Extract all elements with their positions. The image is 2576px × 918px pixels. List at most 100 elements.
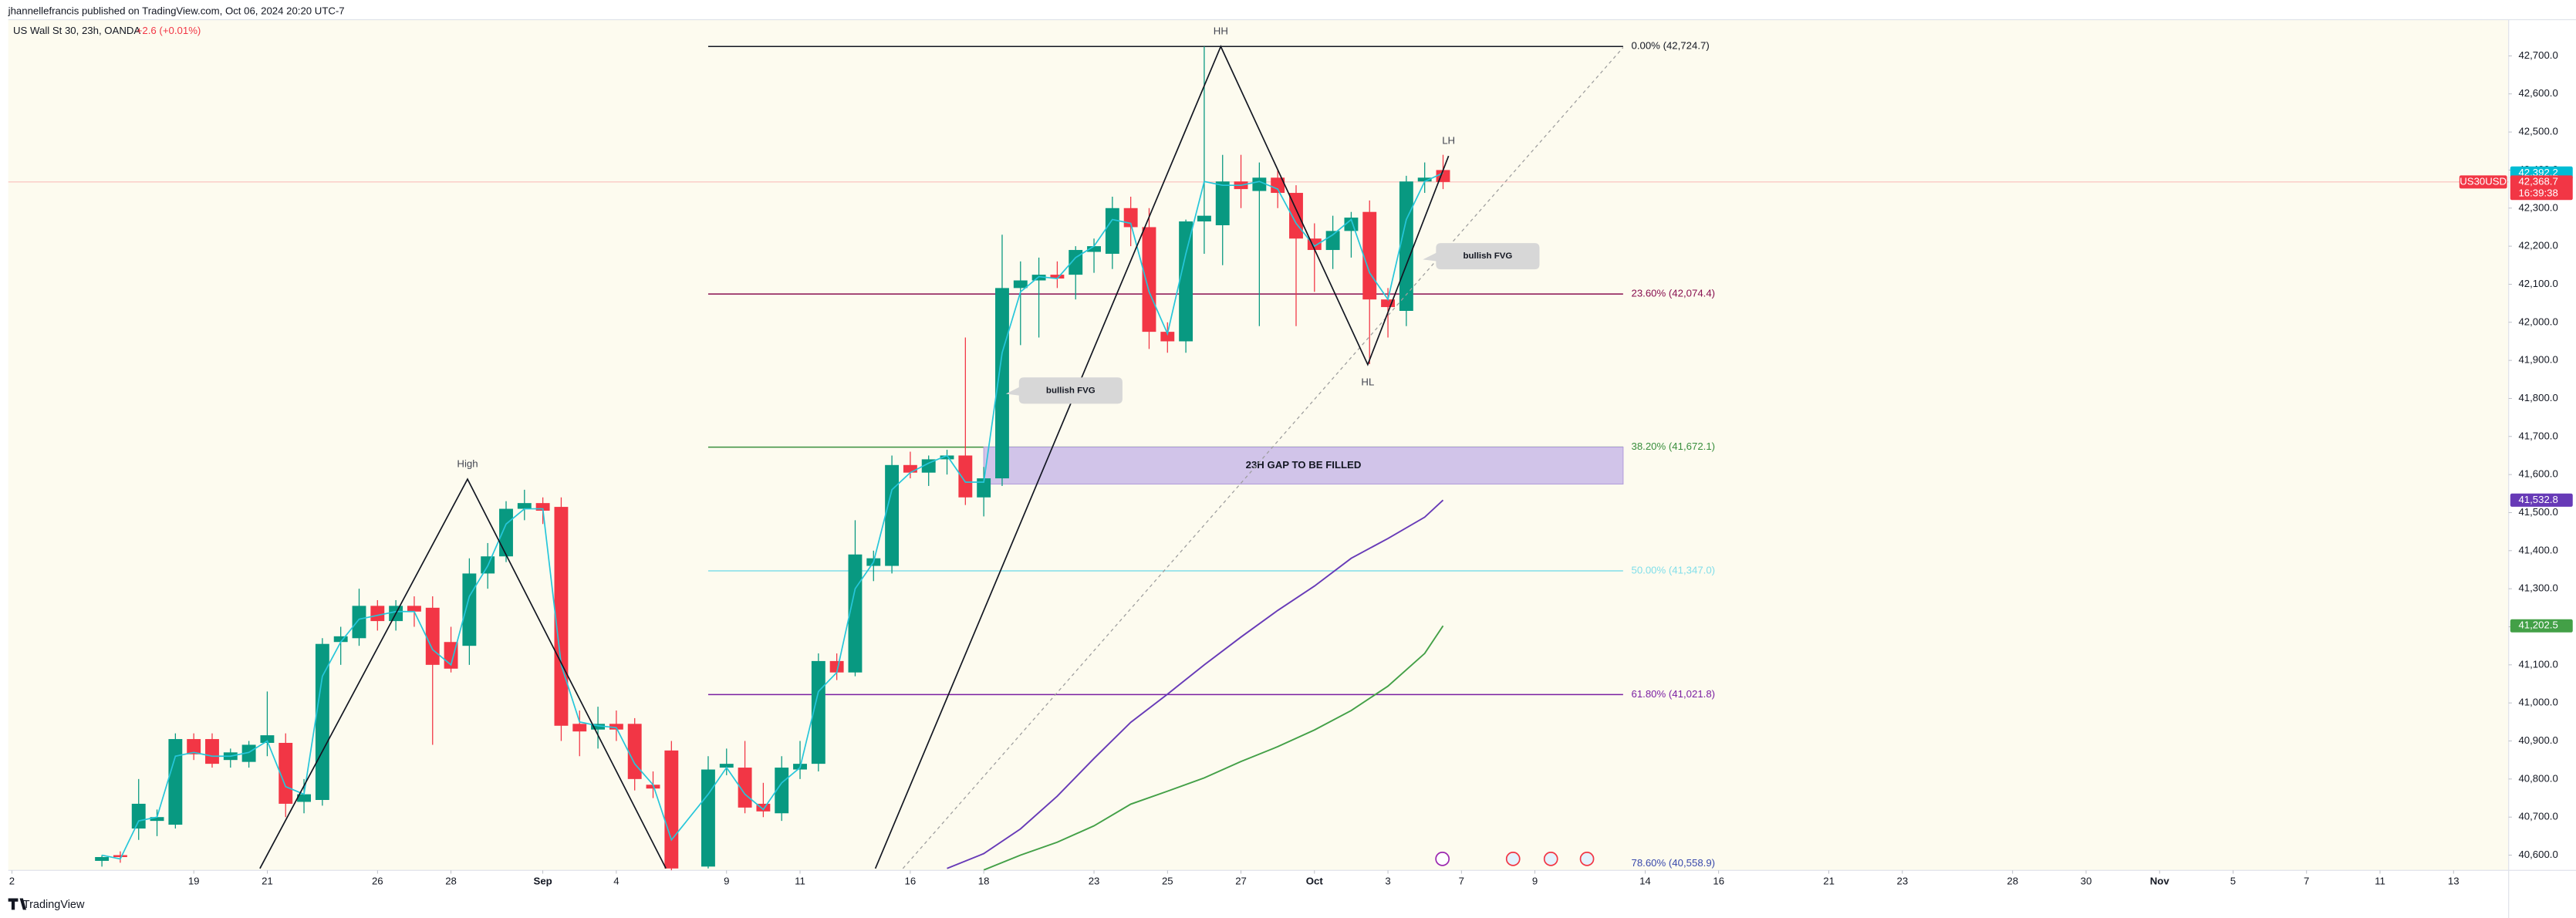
fib-level-label: 50.00% (41,347.0) (1632, 564, 1716, 575)
fib-level-label: 61.80% (41,021.8) (1632, 688, 1716, 700)
price-tag (2510, 175, 2573, 201)
candle-body (1362, 211, 1377, 300)
y-tick-label: 41,500.0 (2518, 506, 2557, 518)
x-tick-label: 11 (2375, 876, 2385, 887)
x-tick-label: 7 (2304, 876, 2309, 887)
plot-area: 23H GAP TO BE FILLED (8, 45, 2509, 871)
x-tick-label: 25 (1162, 876, 1173, 887)
x-tick-label: 30 (2081, 876, 2092, 887)
x-tick-label: 9 (724, 876, 729, 887)
symbol-title: US Wall St 30, 23h, OANDA (13, 25, 140, 36)
y-tick-label: 42,000.0 (2518, 316, 2557, 327)
x-tick-label: 21 (262, 876, 273, 887)
candle-body (1013, 280, 1028, 289)
y-tick-label: 41,100.0 (2518, 658, 2557, 670)
candle-body (352, 606, 366, 639)
candle-body (829, 660, 844, 673)
countdown: 16:39:38 (2518, 187, 2557, 198)
moving-average (947, 499, 1444, 869)
zigzag-line (259, 478, 667, 869)
brand-name: TradingView (23, 899, 85, 911)
fib-level-label: 78.60% (40,558.9) (1632, 857, 1716, 869)
y-tick-label: 41,800.0 (2518, 392, 2557, 403)
candle-body (315, 643, 329, 800)
candle-body (572, 724, 587, 732)
x-tick-label: 27 (1235, 876, 1247, 887)
candle-body (113, 855, 127, 857)
x-tick-label: 26 (372, 876, 383, 887)
moving-average (983, 625, 1444, 871)
candle-body (150, 817, 164, 822)
x-tick-label: 13 (2448, 876, 2460, 887)
price-tag-label: 42,392.2 (2518, 167, 2557, 178)
candle-body (1142, 227, 1156, 332)
brand-logo (8, 898, 27, 910)
x-tick-label: 23 (1897, 876, 1909, 887)
x-tick-label: 7 (1459, 876, 1464, 887)
candle-body (1399, 181, 1413, 311)
y-tick-label: 40,800.0 (2518, 772, 2557, 784)
candle-body (462, 573, 477, 646)
candle-body (903, 464, 917, 473)
y-tick-label: 42,600.0 (2518, 87, 2557, 99)
x-tick-label: 28 (2007, 876, 2018, 887)
y-tick-label: 41,700.0 (2518, 430, 2557, 441)
callout-text: bullish FVG (1046, 386, 1096, 395)
publish-header: jhannellefrancis published on TradingVie… (8, 5, 345, 16)
price-tag-label: 42,368.7 (2518, 175, 2557, 187)
candle-body (1031, 275, 1046, 281)
candle-body (1325, 231, 1340, 251)
symbol-tag (2459, 175, 2507, 189)
chart-pane (8, 19, 2509, 871)
y-tick-label: 42,300.0 (2518, 201, 2557, 213)
event-icon (1579, 851, 1595, 866)
x-tick-label: 19 (188, 876, 200, 887)
x-tick-label: Sep (534, 876, 552, 887)
candle-body (1197, 215, 1211, 222)
y-tick-label: 42,500.0 (2518, 126, 2557, 137)
candle-body (885, 464, 900, 566)
event-icon (1505, 851, 1521, 866)
event-icon (1543, 851, 1558, 866)
x-tick-label: 14 (1639, 876, 1651, 887)
y-tick-label: 41,400.0 (2518, 544, 2557, 555)
y-tick-label: 41,900.0 (2518, 354, 2557, 366)
candle-body (333, 636, 348, 643)
candle-body (187, 739, 201, 754)
trend-line (902, 47, 1624, 869)
y-tick-label: 42,700.0 (2518, 49, 2557, 61)
candle-body (370, 606, 385, 622)
candle-body (609, 724, 623, 730)
price-tag-label: 41,202.5 (2518, 619, 2557, 631)
y-tick-label: 40,600.0 (2518, 849, 2557, 860)
candle-body (131, 803, 146, 829)
fib-level-label: 23.60% (42,074.4) (1632, 288, 1716, 299)
candle-body (1417, 177, 1432, 182)
candle-body (977, 478, 991, 498)
price-change: +2.6 (+0.01%) (137, 25, 201, 36)
candle-body (921, 459, 936, 473)
candle-body (297, 794, 311, 802)
price-tag (2510, 619, 2573, 633)
fib-level-label: 38.20% (41,672.1) (1632, 440, 1716, 452)
x-tick-label: 16 (1713, 876, 1724, 887)
pivot-label: HL (1361, 376, 1374, 387)
x-tick-label: 5 (2230, 876, 2236, 887)
gap-label: 23H GAP TO BE FILLED (1246, 459, 1362, 471)
candle-body (499, 508, 513, 557)
candle-body (260, 735, 275, 743)
candle-body (627, 724, 642, 779)
candle-body (811, 660, 825, 764)
y-tick-label: 41,300.0 (2518, 582, 2557, 594)
pivot-label: HH (1214, 25, 1228, 37)
x-tick-label: 11 (795, 876, 805, 887)
candle-body (1252, 177, 1267, 191)
x-tick-label: Oct (1306, 876, 1324, 887)
candle-body (241, 744, 256, 762)
callout-box (1005, 377, 1123, 404)
x-tick-label: 3 (1385, 876, 1390, 887)
y-tick-label: 42,200.0 (2518, 240, 2557, 251)
candle-body (1271, 177, 1285, 194)
candle-body (995, 288, 1009, 479)
